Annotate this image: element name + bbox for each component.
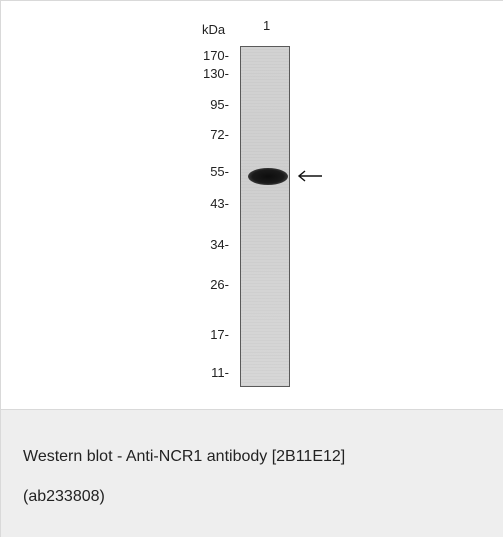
marker-26: 26- bbox=[210, 277, 229, 292]
western-blot-image[interactable]: kDa 1 170- 130- 95- 72- 55- 43- 34- 26- … bbox=[1, 1, 503, 409]
marker-72: 72- bbox=[210, 127, 229, 142]
marker-95: 95- bbox=[210, 97, 229, 112]
blot-lane bbox=[240, 46, 290, 387]
marker-11: 11- bbox=[211, 365, 229, 380]
marker-130: 130- bbox=[202, 66, 229, 81]
marker-55: 55- bbox=[210, 164, 229, 179]
protein-band bbox=[248, 168, 288, 185]
figure-caption: Western blot - Anti-NCR1 antibody [2B11E… bbox=[1, 409, 503, 537]
caption-product-code: (ab233808) bbox=[23, 488, 105, 505]
left-arrow-icon bbox=[297, 170, 322, 182]
marker-34: 34- bbox=[210, 237, 229, 252]
marker-43: 43- bbox=[210, 196, 229, 211]
marker-17: 17- bbox=[210, 327, 229, 342]
caption-title: Western blot - Anti-NCR1 antibody [2B11E… bbox=[23, 448, 346, 465]
marker-170: 170- bbox=[202, 48, 229, 63]
lane-number-label: 1 bbox=[263, 18, 271, 33]
kda-unit-label: kDa bbox=[202, 22, 226, 37]
